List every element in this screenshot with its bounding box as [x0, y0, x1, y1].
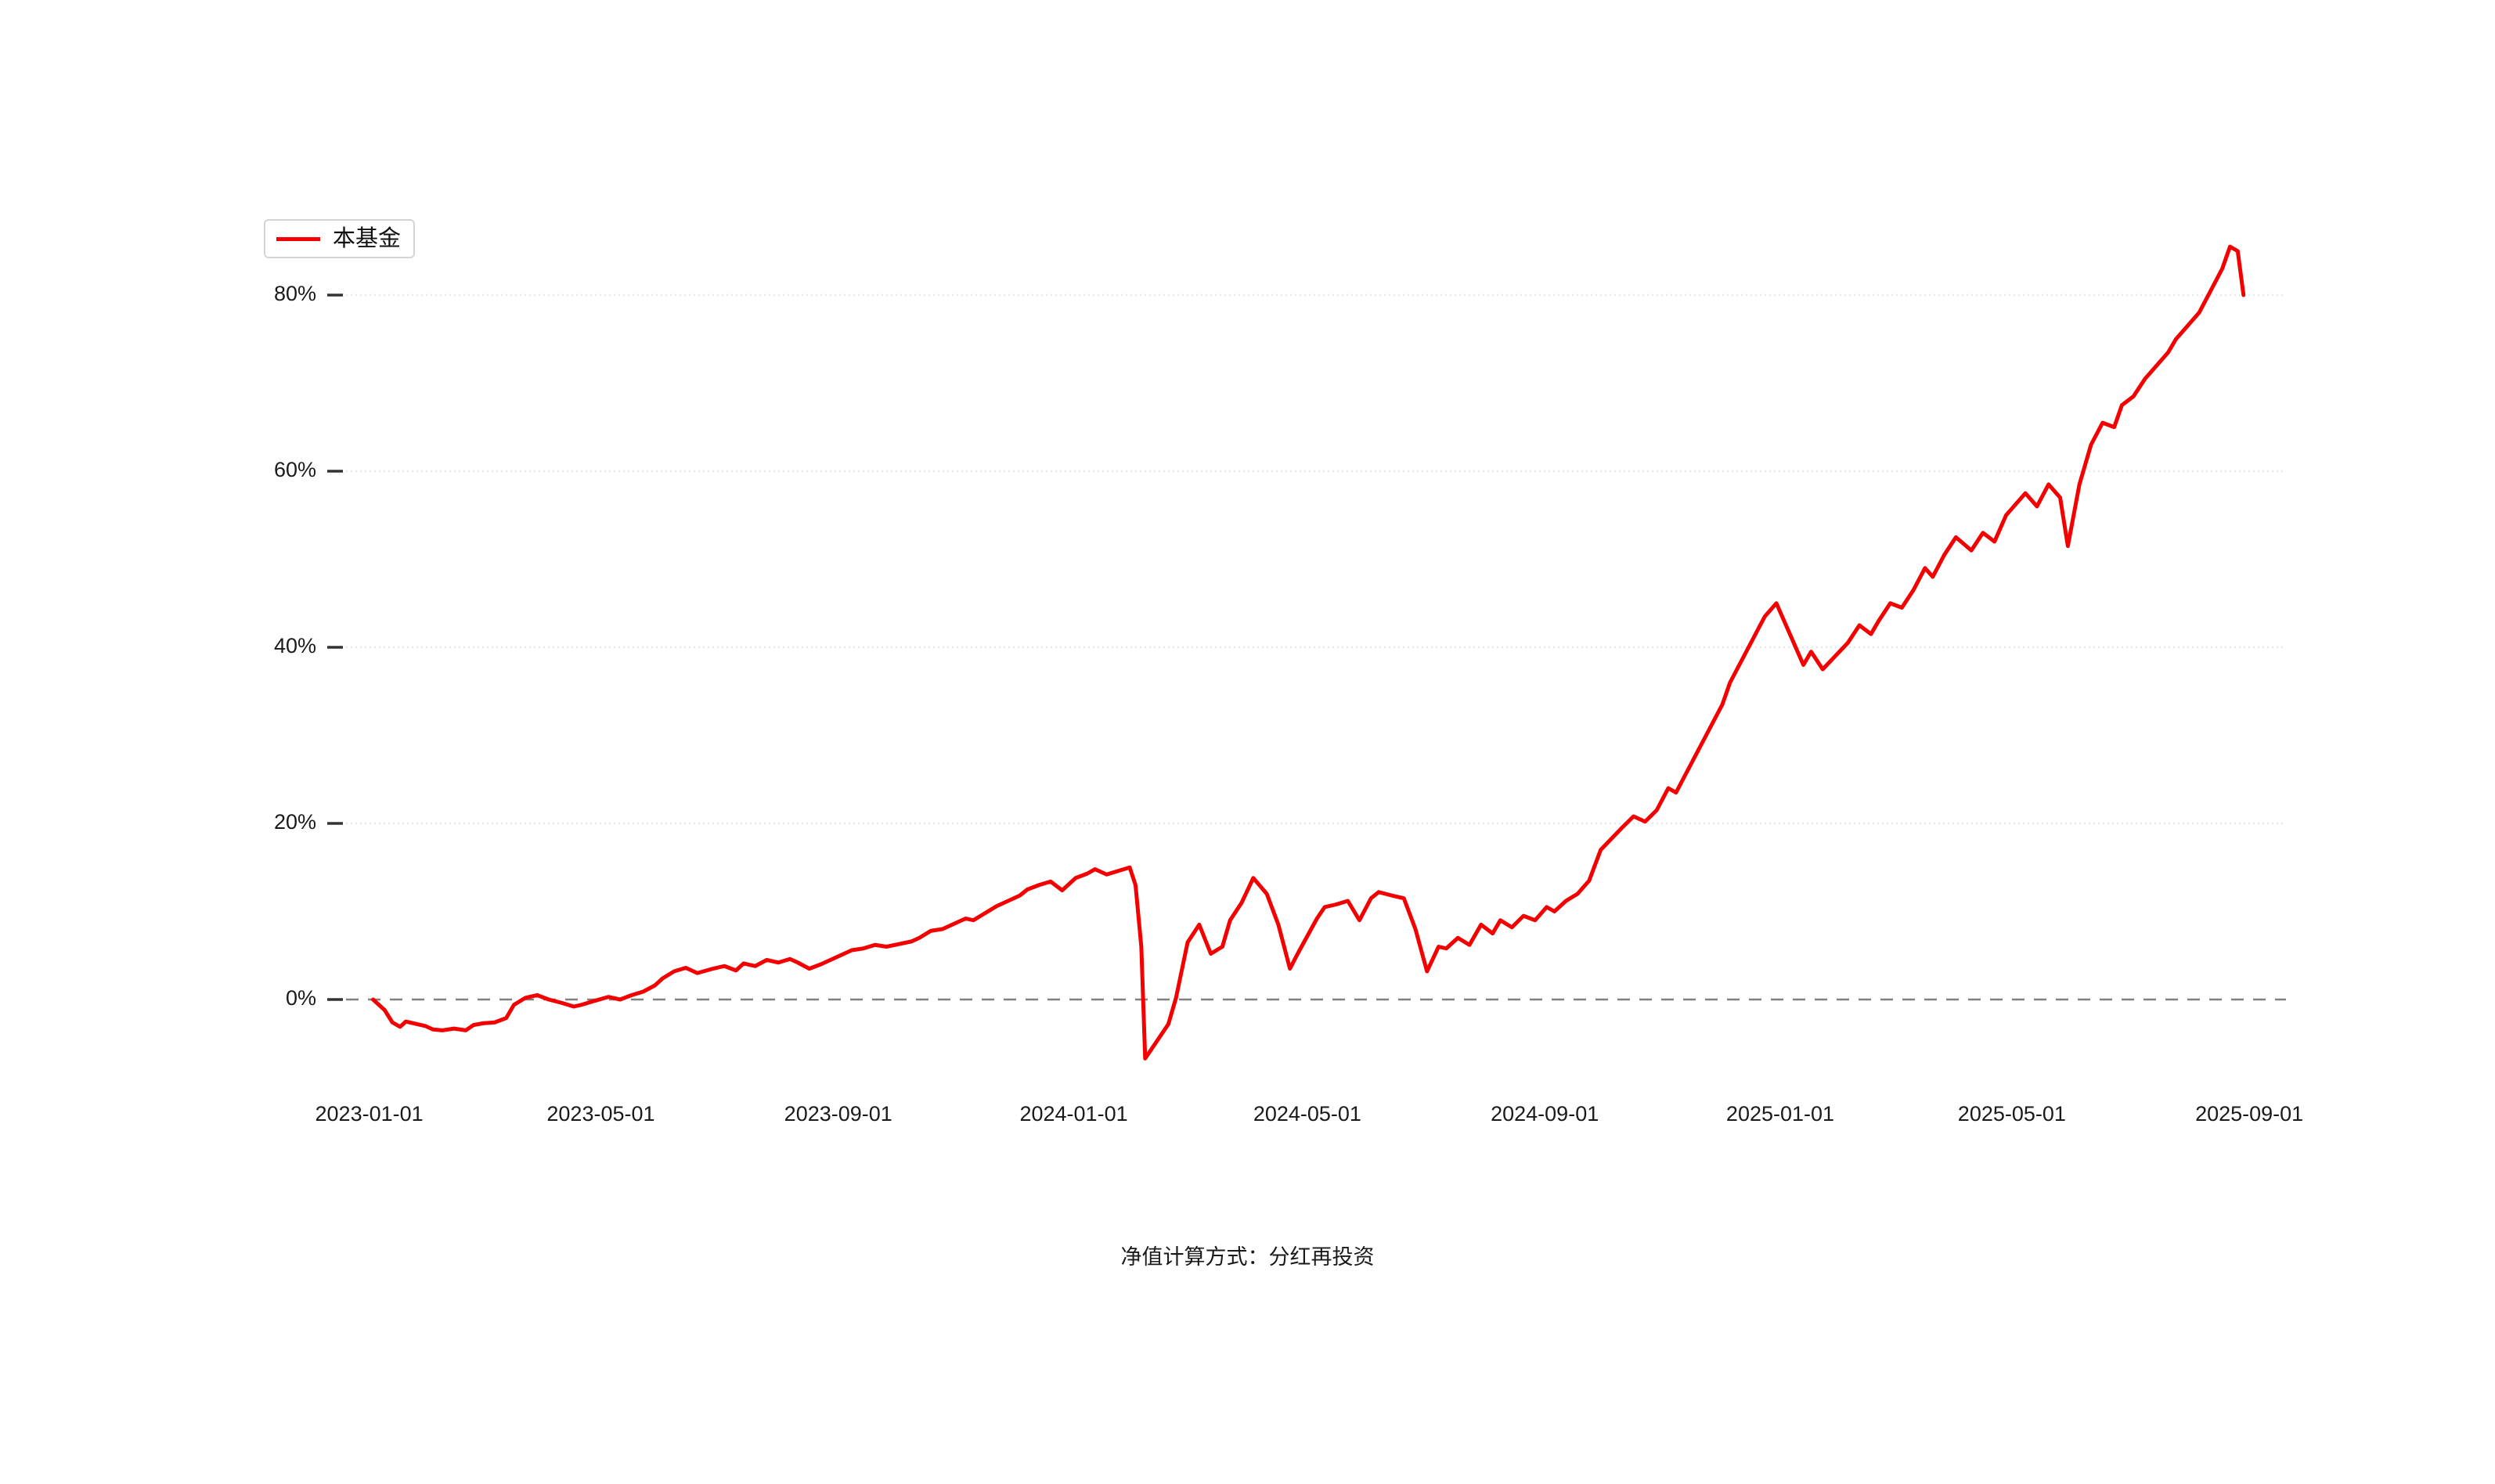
footnote-text: 净值计算方式：分红再投资 — [1120, 1245, 1375, 1269]
x-axis-tick-label: 2024-09-01 — [1491, 1102, 1599, 1126]
x-axis-tick-label: 2023-01-01 — [315, 1102, 424, 1126]
legend[interactable]: 本基金 — [264, 219, 416, 258]
x-axis-tick-label: 2025-01-01 — [1725, 1102, 1835, 1126]
x-axis-tick-label: 2025-05-01 — [1957, 1102, 2066, 1126]
y-axis-tick-label: 20% — [273, 810, 316, 834]
legend-label: 本基金 — [333, 225, 402, 251]
x-axis-tick-label: 2023-05-01 — [546, 1102, 655, 1126]
y-axis-tick-label: 40% — [273, 634, 316, 657]
series-line-本基金 — [371, 244, 2246, 1061]
x-axis-tick-label: 2025-09-01 — [2195, 1102, 2304, 1126]
y-tick-marks — [327, 294, 343, 1001]
gridlines — [346, 294, 2286, 1001]
y-axis-tick-label: 60% — [273, 458, 316, 481]
x-axis-tick-label: 2024-01-01 — [1019, 1102, 1128, 1126]
y-axis-tick-label: 80% — [273, 282, 316, 305]
x-axis-tick-label: 2023-09-01 — [784, 1102, 892, 1126]
legend-line-swatch-icon — [276, 236, 320, 241]
y-axis-tick-label: 0% — [285, 986, 316, 1010]
x-axis-tick-label: 2024-05-01 — [1253, 1102, 1361, 1126]
